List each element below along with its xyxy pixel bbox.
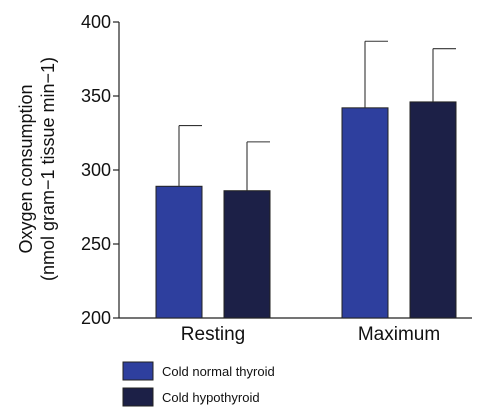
legend-swatch — [122, 387, 154, 407]
bar — [223, 190, 271, 319]
x-category-label: Maximum — [358, 324, 440, 345]
y-tick-label: 250 — [81, 234, 111, 254]
y-tick-label: 200 — [81, 308, 111, 328]
legend-swatch — [122, 361, 154, 381]
y-axis-label-line2: (nmol gram−1 tissue min−1) — [38, 57, 58, 281]
y-tick-label: 300 — [81, 160, 111, 180]
bar — [409, 101, 457, 319]
y-tick-label: 400 — [81, 12, 111, 32]
legend: Cold normal thyroid Cold hypothyroid — [122, 361, 275, 407]
legend-label: Cold normal thyroid — [162, 364, 275, 379]
bar — [341, 107, 389, 319]
y-axis-label: Oxygen consumption (nmol gram−1 tissue m… — [16, 57, 58, 281]
y-tick-label: 350 — [81, 86, 111, 106]
x-category-label: Resting — [181, 324, 245, 345]
bars — [155, 40, 457, 319]
bar — [155, 185, 203, 319]
legend-label: Cold hypothyroid — [162, 390, 260, 405]
y-axis-label-line1: Oxygen consumption — [16, 84, 36, 253]
category-labels: Resting Maximum — [181, 324, 440, 345]
